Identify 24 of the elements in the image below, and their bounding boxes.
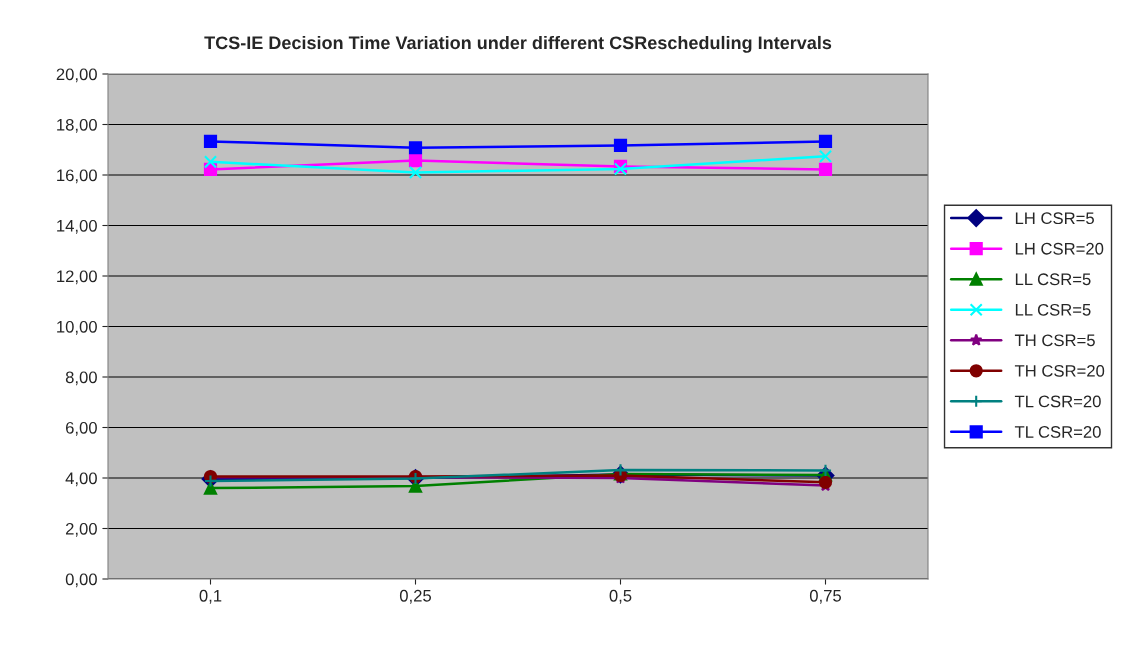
legend-label: TL CSR=20 (1014, 395, 1101, 408)
legend-label: TH CSR=5 (1014, 334, 1095, 347)
y-tick-label: 20,00 (56, 68, 97, 83)
y-tick-label: 8,00 (65, 371, 97, 386)
y-tick-label: 4,00 (65, 472, 97, 487)
y-tick-label: 14,00 (57, 219, 97, 234)
y-tick-label: 12,00 (57, 270, 97, 285)
y-tick-label: 16,00 (57, 169, 97, 184)
x-tick-label: 0,1 (199, 589, 222, 604)
y-tick-label: 6,00 (65, 421, 97, 436)
x-tick-label: 0,25 (399, 589, 432, 604)
legend-label: TL CSR=20 (1014, 426, 1101, 438)
x-tick-label: 0,75 (809, 589, 842, 604)
legend-label: LH CSR=5 (1015, 212, 1094, 225)
legend-label: LH CSR=20 (1015, 242, 1104, 255)
legend-label: LL CSR=5 (1015, 303, 1091, 316)
y-tick-label: 18,00 (57, 118, 97, 133)
legend-label: TH CSR=20 (1014, 364, 1105, 377)
y-tick-label: 2,00 (65, 522, 97, 537)
y-tick-label: 0,00 (65, 573, 97, 588)
y-tick-label: 10,00 (57, 320, 97, 335)
chart-title: TCS-IE Decision Time Variation under different CSRescheduling Intervals (204, 35, 832, 53)
x-tick-label: 0,5 (609, 589, 632, 604)
legend-label: LL CSR=5 (1015, 273, 1091, 286)
